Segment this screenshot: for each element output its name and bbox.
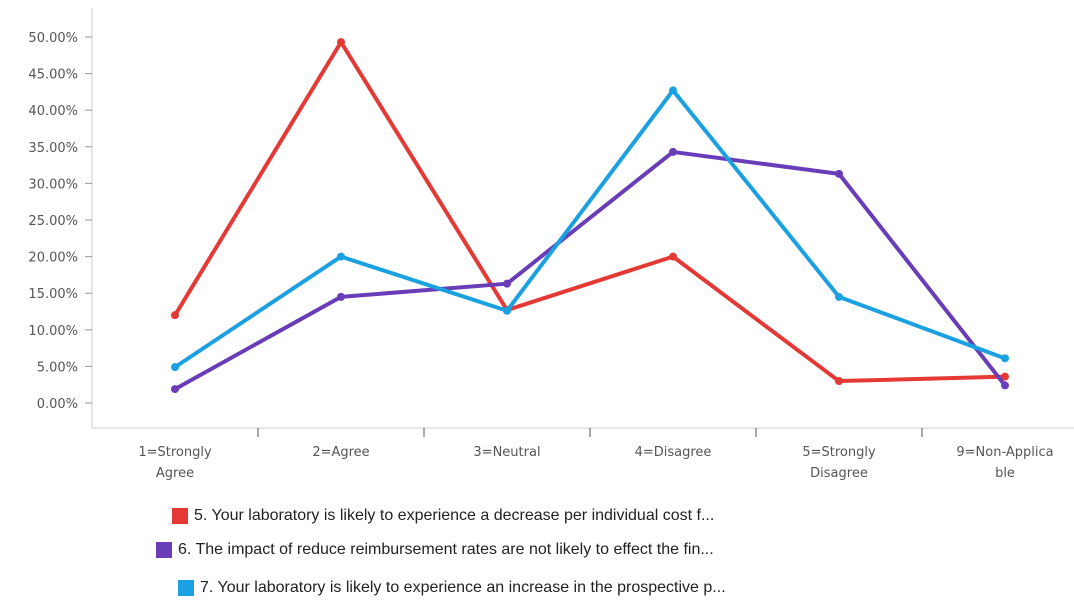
legend-label-series-6: 6. The impact of reduce reimbursement ra… — [178, 541, 714, 558]
x-tick-label: 1=Strongly Agree — [138, 445, 212, 481]
y-tick-label: 20.00% — [28, 251, 78, 266]
data-point[interactable] — [669, 147, 677, 156]
y-tick-label: 10.00% — [28, 324, 78, 339]
data-point[interactable] — [337, 252, 345, 261]
y-tick-label: 15.00% — [28, 287, 78, 302]
legend-swatch-series-6 — [156, 542, 172, 558]
y-tick-label: 0.00% — [37, 397, 78, 412]
series-line-7 — [173, 88, 1007, 370]
x-axis: 1=Strongly Agree 2=Agree 3=Neutral 4=Disagre… — [92, 427, 1074, 481]
data-point[interactable] — [1001, 381, 1009, 390]
data-point[interactable] — [1001, 372, 1009, 381]
x-tick-label: 4=Disagree — [635, 445, 712, 460]
x-tick-label: 5=Strongly Disagree — [802, 445, 876, 481]
y-tick-label: 50.00% — [28, 31, 78, 46]
data-point[interactable] — [337, 292, 345, 301]
series-line-6 — [173, 149, 1007, 392]
series-line-5 — [173, 40, 1007, 384]
data-point[interactable] — [171, 363, 179, 372]
series-layer — [171, 38, 1009, 394]
y-tick-label: 45.00% — [28, 68, 78, 83]
data-point[interactable] — [669, 252, 677, 261]
data-point[interactable] — [337, 38, 345, 47]
y-axis: 0.00% 5.00% 10.00% 15.00% 20.00% 25.00% 30.00%… — [28, 8, 93, 428]
y-tick-label: 35.00% — [28, 141, 78, 156]
y-tick-label: 5.00% — [37, 360, 78, 375]
data-point[interactable] — [1001, 354, 1009, 363]
x-tick-label: 3=Neutral — [473, 445, 540, 460]
legend-swatch-series-7 — [178, 580, 194, 596]
legend-swatch-series-5 — [172, 508, 188, 524]
legend-item-series-6[interactable]: 6. The impact of reduce reimbursement ra… — [156, 541, 714, 559]
data-point[interactable] — [835, 377, 843, 386]
x-tick-label: 2=Agree — [312, 445, 369, 460]
y-tick-label: 40.00% — [28, 104, 78, 119]
legend-item-series-7[interactable]: 7. Your laboratory is likely to experien… — [178, 579, 726, 597]
y-tick-label: 25.00% — [28, 214, 78, 229]
x-tick-label: 9=Non-Applica ble — [956, 445, 1053, 481]
data-point[interactable] — [835, 292, 843, 301]
data-point[interactable] — [669, 86, 677, 95]
data-point[interactable] — [503, 279, 511, 288]
legend-label-series-5: 5. Your laboratory is likely to experien… — [194, 507, 715, 524]
legend-item-series-5[interactable]: 5. Your laboratory is likely to experien… — [172, 507, 714, 525]
data-point[interactable] — [171, 385, 179, 394]
data-point[interactable] — [503, 306, 511, 315]
data-point[interactable] — [171, 311, 179, 320]
data-point[interactable] — [835, 169, 843, 178]
y-tick-label: 30.00% — [28, 177, 78, 192]
legend-label-series-7: 7. Your laboratory is likely to experien… — [200, 579, 726, 596]
